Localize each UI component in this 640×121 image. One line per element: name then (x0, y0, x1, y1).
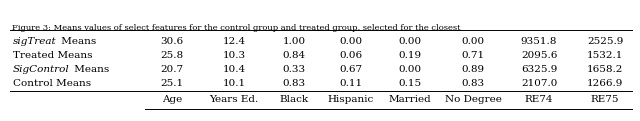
Text: 1266.9: 1266.9 (587, 79, 623, 87)
Text: Black: Black (280, 95, 308, 103)
Text: 25.1: 25.1 (161, 79, 184, 87)
Text: RE74: RE74 (525, 95, 553, 103)
Text: 10.3: 10.3 (223, 50, 246, 60)
Text: 2095.6: 2095.6 (521, 50, 557, 60)
Text: 20.7: 20.7 (161, 64, 184, 73)
Text: 10.4: 10.4 (223, 64, 246, 73)
Text: 0.11: 0.11 (339, 79, 363, 87)
Text: sigTreat: sigTreat (13, 37, 56, 45)
Text: Control Means: Control Means (13, 79, 91, 87)
Text: 0.71: 0.71 (461, 50, 484, 60)
Text: Married: Married (388, 95, 431, 103)
Text: No Degree: No Degree (445, 95, 501, 103)
Text: 0.89: 0.89 (461, 64, 484, 73)
Text: 1.00: 1.00 (282, 37, 305, 45)
Text: 1532.1: 1532.1 (587, 50, 623, 60)
Text: 30.6: 30.6 (161, 37, 184, 45)
Text: RE75: RE75 (591, 95, 620, 103)
Text: 0.06: 0.06 (339, 50, 363, 60)
Text: 12.4: 12.4 (223, 37, 246, 45)
Text: Means: Means (71, 64, 109, 73)
Text: 0.00: 0.00 (339, 37, 363, 45)
Text: 0.67: 0.67 (339, 64, 363, 73)
Text: 2525.9: 2525.9 (587, 37, 623, 45)
Text: SigControl: SigControl (13, 64, 70, 73)
Text: 0.00: 0.00 (461, 37, 484, 45)
Text: Hispanic: Hispanic (328, 95, 374, 103)
Text: 6325.9: 6325.9 (521, 64, 557, 73)
Text: 1658.2: 1658.2 (587, 64, 623, 73)
Text: 0.84: 0.84 (282, 50, 305, 60)
Text: 0.15: 0.15 (399, 79, 422, 87)
Text: Figure 3: Means values of select features for the control group and treated grou: Figure 3: Means values of select feature… (12, 24, 461, 32)
Text: Means: Means (58, 37, 96, 45)
Text: 0.00: 0.00 (399, 37, 422, 45)
Text: 2107.0: 2107.0 (521, 79, 557, 87)
Text: Age: Age (162, 95, 182, 103)
Text: 0.83: 0.83 (282, 79, 305, 87)
Text: 9351.8: 9351.8 (521, 37, 557, 45)
Text: 0.33: 0.33 (282, 64, 305, 73)
Text: 25.8: 25.8 (161, 50, 184, 60)
Text: Years Ed.: Years Ed. (209, 95, 259, 103)
Text: 0.00: 0.00 (399, 64, 422, 73)
Text: 10.1: 10.1 (223, 79, 246, 87)
Text: 0.19: 0.19 (399, 50, 422, 60)
Text: Treated Means: Treated Means (13, 50, 93, 60)
Text: 0.83: 0.83 (461, 79, 484, 87)
